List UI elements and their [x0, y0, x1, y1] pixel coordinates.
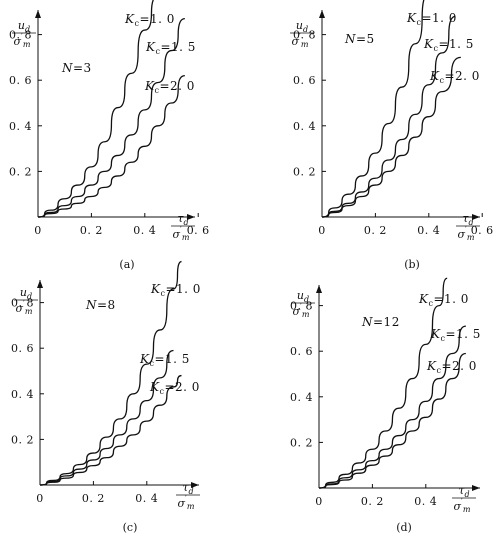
y-tick-label: 0. 4: [293, 120, 316, 133]
series-line-2: [318, 325, 466, 489]
x-tick-label: 0. 6: [471, 224, 494, 237]
axis-label-denominator: σ′m: [178, 494, 195, 511]
x-tick-label: 0: [36, 492, 44, 505]
y-tick-label: 0. 4: [9, 120, 32, 133]
axis-label-numerator: τd: [462, 212, 473, 227]
y-tick-label: 0. 4: [290, 391, 313, 404]
y-axis-label: udσ′m: [290, 19, 314, 49]
axis-label-numerator: τd: [458, 484, 469, 499]
chart-panel-4: 0 0. 2 0. 40. 20. 40. 60. 8Kc=1. 0Kc=1. 5K…: [290, 277, 481, 534]
axis-label-numerator: ud: [297, 289, 309, 304]
y-axis-label: udσ′m: [14, 286, 38, 316]
x-axis-label: τdσ′m: [171, 212, 195, 242]
chart-panel-1: 0 0. 2 0. 4 0. 6 0. 2 0. 4 0. 6 0. 8 Kc=1. 0 Kc=1…: [9, 0, 210, 271]
x-axis-label: τdσ′m: [176, 481, 200, 511]
y-axis-label: udσ′m: [12, 19, 36, 49]
series-label-2: Kc=1. 5: [430, 327, 481, 343]
series-label-3: Kc=2. 0: [426, 359, 477, 375]
series-label-1: Kc=1. 0: [418, 292, 469, 308]
series-line-1: [321, 0, 425, 218]
series-label-2: Kc=1. 5: [145, 40, 196, 56]
y-tick-label: 0. 2: [293, 165, 316, 178]
x-tick-label: 0. 4: [135, 492, 158, 505]
y-tick-label: 0. 2: [11, 433, 34, 446]
x-axis-arrow-icon: [472, 214, 480, 220]
chart-panel-3: 0 0. 2 0. 40. 20. 40. 60. 8Kc=1. 0Kc=1. 5K…: [11, 260, 201, 534]
series-line-1: [37, 0, 154, 218]
n-annotation: N=8: [85, 298, 116, 312]
x-axis-label: τdσ′m: [452, 484, 476, 514]
x-tick-label: 0. 6: [187, 224, 210, 237]
x-tick-label: 0: [318, 224, 326, 237]
n-annotation: N=12: [361, 315, 400, 329]
y-tick-label: 0. 8: [293, 29, 316, 42]
y-tick-label: 0. 4: [11, 388, 34, 401]
axis-label-denominator: σ′m: [458, 225, 475, 242]
x-axis-arrow-icon: [472, 485, 480, 491]
series-line-2: [37, 17, 185, 218]
series-label-1: Kc=1. 0: [124, 12, 175, 28]
series-line-1: [318, 277, 448, 489]
n-annotation: N=5: [344, 32, 375, 46]
axis-label-denominator: σ′m: [292, 32, 309, 49]
x-axis-arrow-icon: [187, 214, 195, 220]
y-tick-label: 0. 2: [9, 165, 32, 178]
x-tick-label: 0. 2: [361, 495, 384, 508]
series-line-3: [39, 374, 182, 486]
panel-tag: (a): [119, 258, 134, 271]
y-tick-label: 0. 6: [293, 74, 316, 87]
x-tick-label: 0: [315, 495, 323, 508]
x-axis-arrow-icon: [191, 482, 199, 488]
series-line-3: [318, 352, 466, 489]
axis-label-numerator: τd: [177, 212, 188, 227]
x-tick-label: 0. 4: [417, 224, 440, 237]
axis-label-denominator: σ′m: [16, 299, 33, 316]
axis-label-numerator: ud: [296, 19, 308, 34]
series-line-3: [321, 56, 461, 218]
x-tick-label: 0. 2: [82, 492, 105, 505]
x-tick-label: 0: [34, 224, 42, 237]
x-axis-label: τdσ′m: [456, 212, 480, 242]
x-tick-label: 0. 4: [414, 495, 437, 508]
y-axis-arrow-icon: [316, 285, 322, 293]
series-label-3: Kc=2. 0: [144, 79, 195, 95]
axis-label-denominator: σ′m: [173, 225, 190, 242]
panel-tag: (b): [404, 258, 420, 271]
y-tick-label: 0. 8: [9, 29, 32, 42]
series-line-2: [39, 349, 174, 486]
axis-label-numerator: τd: [182, 481, 193, 496]
panel-tag: (d): [396, 521, 412, 534]
y-tick-label: 0. 6: [290, 345, 313, 358]
panel-tag: (c): [123, 521, 138, 534]
series-line-3: [37, 74, 185, 218]
series-label-1: Kc=1. 0: [406, 11, 457, 27]
y-tick-label: 0. 6: [9, 74, 32, 87]
axis-label-numerator: ud: [20, 286, 32, 301]
x-tick-label: 0. 4: [133, 224, 156, 237]
y-tick-label: 0. 6: [11, 342, 34, 355]
n-annotation: N=3: [61, 61, 92, 75]
series-label-2: Kc=1. 5: [139, 352, 190, 368]
x-tick-label: 0. 2: [80, 224, 103, 237]
y-axis-arrow-icon: [35, 10, 41, 18]
series-label-2: Kc=1. 5: [423, 37, 474, 53]
y-axis-arrow-icon: [37, 280, 43, 288]
y-tick-label: 0. 2: [290, 436, 313, 449]
series-label-3: Kc=2. 0: [429, 69, 480, 85]
axis-label-denominator: σ′m: [454, 497, 471, 514]
y-axis-label: udσ′m: [291, 289, 315, 319]
series-label-1: Kc=1. 0: [150, 282, 201, 298]
series-label-3: Kc=2. 0: [149, 380, 200, 396]
series-line-1: [39, 260, 182, 486]
y-axis-arrow-icon: [319, 10, 325, 18]
axis-label-denominator: σ′m: [293, 302, 310, 319]
axis-label-numerator: ud: [18, 19, 30, 34]
axis-label-denominator: σ′m: [14, 32, 31, 49]
chart-panel-2: 0 0. 2 0. 4 0. 6 0. 2 0. 4 0. 6 0. 8 Kc=1. 0 Kc=1…: [290, 0, 494, 271]
series-line-2: [321, 15, 456, 218]
x-tick-label: 0. 2: [364, 224, 387, 237]
